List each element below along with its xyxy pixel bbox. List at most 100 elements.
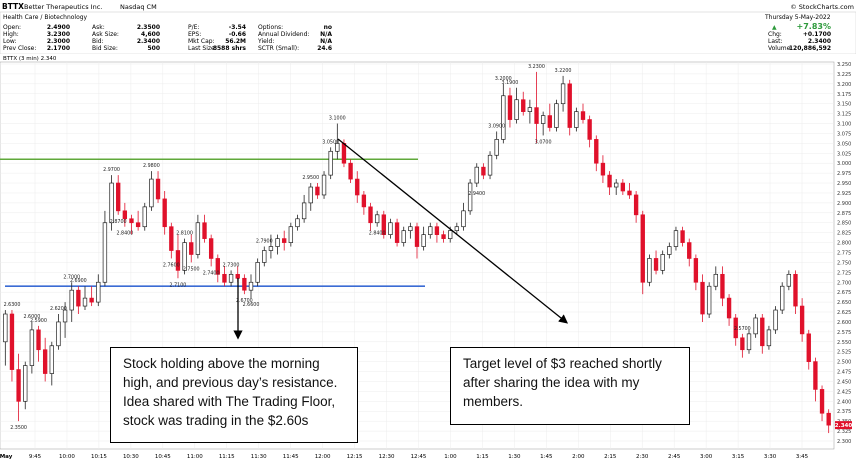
x-tick-label: 3:30 (764, 454, 777, 460)
candle-up (501, 95, 506, 140)
candle-down (806, 333, 811, 362)
candle-up (746, 333, 752, 351)
last-price-marker: 2.340 (835, 421, 852, 430)
candle-up (56, 321, 61, 347)
y-tick-label: 2.825 (837, 231, 851, 237)
price-extreme-label: 2.8700 (110, 219, 127, 225)
candle-down (607, 174, 612, 188)
candle-up (467, 182, 473, 212)
x-tick-label: 3:00 (700, 454, 713, 460)
x-tick-label: 3:15 (732, 454, 745, 460)
fundamentals-value: 56.2M (225, 38, 246, 45)
price-extreme-label: 2.9500 (302, 175, 319, 181)
candle-up (255, 262, 260, 283)
x-tick-label: 2:15 (604, 454, 617, 460)
candle-down (640, 214, 645, 283)
candle-up (713, 273, 718, 287)
options-label: SCTR (Small): (258, 45, 299, 52)
y-tick-label: 2.975 (837, 171, 851, 177)
x-tick-label: 10:45 (155, 454, 171, 460)
x-tick-label: 12:00 (315, 454, 331, 460)
candle-up (295, 218, 300, 228)
candle-down (42, 349, 48, 374)
chart-label-bar (0, 54, 856, 62)
x-tick-label: 1:30 (508, 454, 521, 460)
y-tick-label: 2.600 (837, 320, 851, 326)
candle-down (36, 329, 41, 351)
y-tick-label: 2.950 (837, 181, 851, 187)
candle-down (633, 194, 639, 216)
quote-info: Open: 2.4900 High: 3.2300 Low: 2.3000 Prev Clo… (3, 24, 831, 52)
support-resistance-lines (0, 158, 425, 288)
candle-up (401, 230, 406, 243)
fundamentals-label: Last Size: (188, 45, 217, 52)
x-axis: May 9:45 10:00 10:15 10:30 10:45 11:00 11:15 11:… (0, 454, 809, 460)
x-tick-label: 9:45 (29, 454, 42, 460)
price-extreme-label: 2.6300 (4, 302, 21, 308)
candle-up (780, 285, 785, 311)
price-labels: 2.6300 2.5900 2.6900 2.5700 2.9700 2.9800 2.71… (4, 64, 751, 431)
candle-down (76, 289, 81, 307)
candle-down (819, 389, 825, 414)
candle-down (355, 178, 360, 196)
y-tick-label: 3.100 (837, 122, 851, 128)
y-tick-label: 2.425 (837, 389, 851, 395)
price-extreme-label: 2.8400 (369, 231, 386, 237)
y-tick-label: 2.875 (837, 211, 851, 217)
candle-up (49, 345, 54, 374)
candle-up (195, 222, 201, 255)
bidask-value: 4,600 (141, 31, 160, 38)
stat-label: Last: (768, 38, 783, 45)
symbol-label: BTTX (2, 2, 24, 11)
candle-down (414, 226, 420, 247)
x-tick-label: 11:00 (187, 454, 203, 460)
price-extreme-label: 2.6000 (23, 314, 40, 320)
candle-down (122, 210, 128, 220)
candle-down (600, 162, 606, 176)
candle-up (69, 289, 74, 311)
candle-down (720, 273, 725, 299)
candle-up (109, 182, 114, 224)
y-tick-label: 3.250 (837, 62, 851, 68)
quote-label: Open: (3, 24, 21, 31)
candle-down (700, 281, 705, 315)
y-tick-label: 2.700 (837, 280, 851, 286)
stat-label: Chg: (768, 31, 782, 38)
bidask-label: Ask: (92, 24, 105, 31)
annotation-box-right: Target level of $3 reached shortly after… (450, 347, 690, 425)
price-extreme-label: 2.5700 (734, 326, 751, 332)
x-tick-label: 2:30 (636, 454, 649, 460)
price-extreme-label: 2.8400 (116, 231, 133, 237)
candle-down (627, 190, 632, 196)
candle-down (740, 337, 745, 351)
price-extreme-label: 2.6600 (243, 302, 260, 308)
candle-down (441, 234, 446, 239)
y-tick-label: 2.375 (837, 409, 851, 415)
candle-down (368, 206, 373, 224)
y-tick-label: 2.575 (837, 330, 851, 336)
price-extreme-label: 3.2200 (555, 68, 572, 74)
candle-up (461, 210, 466, 228)
candle-down (693, 258, 699, 283)
candle-up (667, 246, 672, 255)
candle-up (487, 154, 493, 176)
candle-down (222, 273, 227, 283)
price-extreme-label: 3.2000 (495, 76, 512, 82)
y-tick-label: 2.775 (837, 251, 851, 257)
candle-up (773, 309, 778, 331)
candle-up (647, 258, 652, 283)
quote-label: High: (3, 31, 19, 38)
candle-up (301, 202, 307, 220)
candle-down (16, 369, 21, 402)
y-axis: 3.250 3.225 3.200 3.175 3.150 3.125 3.100 3.075… (837, 62, 851, 445)
price-extreme-label: 2.7100 (170, 282, 187, 288)
candle-down (799, 305, 805, 335)
price-extreme-label: 2.7300 (223, 262, 240, 268)
y-tick-label: 2.925 (837, 191, 851, 197)
y-tick-label: 2.675 (837, 290, 851, 296)
options-label: Options: (258, 24, 283, 31)
candle-down (547, 115, 552, 128)
candle-up (560, 83, 566, 105)
candle-up (29, 329, 35, 366)
fundamentals-label: EPS: (188, 31, 201, 38)
